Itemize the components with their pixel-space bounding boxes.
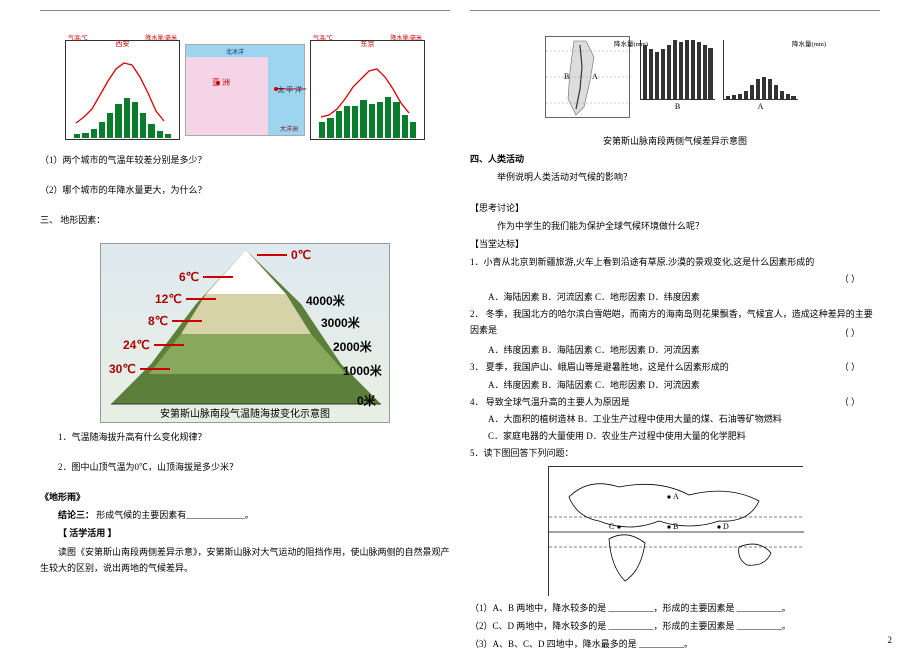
activity-title: 【 活学活用 】 — [40, 525, 450, 541]
andes-map: A B — [545, 36, 630, 118]
mt-row-0c: 0℃ — [257, 248, 311, 262]
quiz-5-stem: 5．读下图回答下列问题： — [470, 445, 880, 461]
page-number: 2 — [888, 635, 893, 645]
mt-row-24c: 24℃ — [123, 338, 184, 352]
andes-chart-b: 降水量(mm) B — [640, 40, 715, 118]
question-1: （1）两个城市的气温年较差分别是多少？ — [40, 152, 450, 168]
mountain-caption: 安第斯山脉南段气温随海拔变化示意图 — [101, 405, 389, 420]
svg-text:A: A — [592, 72, 598, 81]
conclusion-3-label: 结论三： — [58, 510, 94, 520]
world-map-svg: A B C D — [549, 467, 804, 597]
mountain-q2: 2．图中山顶气温为0℃，山顶海拔是多少米？ — [40, 459, 450, 475]
map-arrows — [186, 45, 306, 137]
mt-alt-1000: 1000米 — [343, 362, 382, 379]
quiz-2-opts: A．纬度因素 B．海陆因素 C．地形因素 D．河流因素 — [470, 342, 880, 358]
chart-xian: 气温/℃ 西安 降水量/毫米 — [65, 40, 180, 140]
figure-mountain: 6℃ 0℃ 12℃ 4000米 8℃ 3000米 24℃ 2000米 30℃ 1… — [100, 243, 390, 423]
svg-text:A: A — [673, 492, 679, 501]
question-2: （2）哪个城市的年降水量更大，为什么？ — [40, 182, 450, 198]
quiz-4-opts-1: A．大面积的植树造林 B．工业生产过程中使用大量的煤、石油等矿物燃料 — [470, 411, 880, 427]
chart-tokyo: 气温/℃ 东京 降水量/毫米 — [310, 40, 425, 140]
figure-andes-climate: A B 降水量(mm) B 降水量(mm) — [545, 36, 805, 131]
page: 气温/℃ 西安 降水量/毫米 亚 洲 太 平 洋 北冰洋 — [0, 0, 920, 650]
section-3-title: 三、 地形因素： — [40, 212, 450, 228]
figure-climate-charts: 气温/℃ 西安 降水量/毫米 亚 洲 太 平 洋 北冰洋 — [65, 36, 425, 146]
mountain-svg — [101, 244, 391, 424]
activity-text: 读图《安第斯山南段两侧差异示意》，安第斯山脉对大气运动的阻挡作用，使山脉两侧的自… — [40, 544, 450, 576]
andes-chart-a: 降水量(mm) A — [723, 40, 798, 118]
quiz-4-stem: 4． 导致全球气温升高的主要人为原因是（ ） — [470, 394, 880, 410]
asia-map: 亚 洲 太 平 洋 北冰洋 大洋洲 — [185, 44, 305, 136]
discuss-text: 作为中学生的我们能为保护全球气候环境做什么呢？ — [470, 218, 880, 234]
andes-map-svg: A B — [546, 37, 631, 119]
andes-b-label: B — [640, 102, 715, 111]
quiz-2-paren: （ ） — [470, 325, 880, 341]
terrain-rain-title: 《地形雨》 — [40, 489, 450, 505]
figure-world-map: A B C D — [548, 466, 803, 596]
conclusion-3-text: 形成气候的主要因素有_____________。 — [96, 510, 254, 520]
sub-q2: （2）C、D 两地中，降水较多的是 __________，形成的主要因素是 __… — [470, 618, 880, 634]
mt-row-30c: 30℃ — [109, 362, 170, 376]
quiz-block: 1．小青从北京到新疆旅游,火车上看到沿途有草原.沙漠的景观变化,这是什么因素形成… — [470, 254, 880, 461]
svg-text:C: C — [609, 522, 614, 531]
mt-alt-4000: 4000米 — [306, 292, 345, 309]
discuss-title: 【思考讨论】 — [470, 200, 880, 216]
svg-text:B: B — [673, 522, 678, 531]
right-column: A B 降水量(mm) B 降水量(mm) — [460, 10, 890, 640]
xian-temp-line — [66, 41, 181, 141]
quiz-title: 【当堂达标】 — [470, 236, 880, 252]
mt-row-18c: 8℃ — [148, 314, 202, 328]
quiz-1-paren: （ ） — [470, 271, 880, 287]
quiz-4-opts-2: C．家庭电器的大量使用 D．农业生产过程中使用大量的化学肥料 — [470, 428, 880, 444]
header-rule-left — [40, 10, 450, 11]
andes-caption: 安第斯山脉南段两侧气候差异示意图 — [470, 133, 880, 149]
quiz-1-stem: 1．小青从北京到新疆旅游,火车上看到沿途有草原.沙漠的景观变化,这是什么因素形成… — [470, 254, 880, 270]
section-4-q: 举例说明人类活动对气候的影响？ — [470, 169, 880, 185]
tokyo-temp-line — [311, 41, 426, 141]
mt-row-6c: 6℃ — [179, 270, 233, 284]
mt-alt-2000: 2000米 — [333, 338, 372, 355]
conclusion-3: 结论三： 形成气候的主要因素有_____________。 — [40, 507, 450, 523]
header-rule-right — [470, 10, 880, 11]
svg-text:D: D — [723, 522, 729, 531]
quiz-3-opts: A．纬度因素 B．海陆因素 C．地形因素 D．河流因素 — [470, 377, 880, 393]
left-column: 气温/℃ 西安 降水量/毫米 亚 洲 太 平 洋 北冰洋 — [30, 10, 460, 640]
andes-a-label: A — [723, 102, 798, 111]
mt-alt-3000: 3000米 — [321, 314, 360, 331]
section-4-title: 四、人类活动 — [470, 151, 880, 167]
svg-text:B: B — [564, 72, 569, 81]
mountain-q1: 1．气温随海拔升高有什么变化规律？ — [40, 429, 450, 445]
quiz-1-opts: A．海陆因素 B．河流因素 C．地形因素 D．纬度因素 — [470, 289, 880, 305]
mt-row-12c: 12℃ — [155, 292, 216, 306]
sub-q1: （1）A、B 两地中，降水较多的是 __________，形成的主要因素是 __… — [470, 600, 880, 616]
quiz-3-stem: 3． 夏季，我国庐山、峨眉山等是避暑胜地，这是什么因素形成的（ ） — [470, 359, 880, 375]
